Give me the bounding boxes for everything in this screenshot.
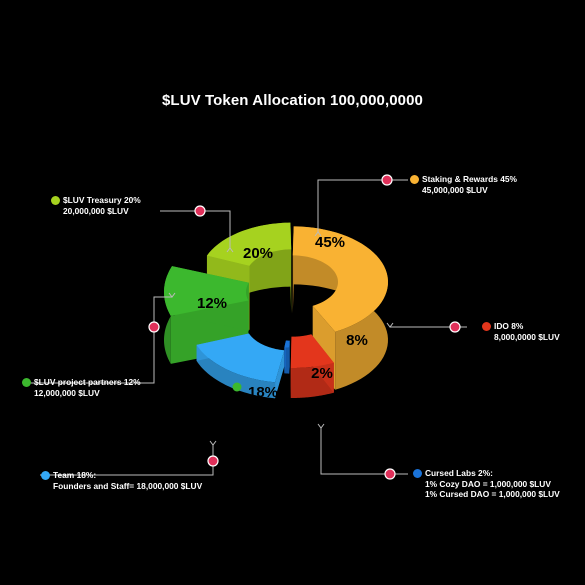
slice-label: 18% <box>248 384 278 401</box>
chart-title: $LUV Token Allocation 100,000,0000 <box>161 92 423 109</box>
legend-text: Founders and Staff= 18,000,000 $LUV <box>53 480 203 491</box>
slice-top <box>196 333 285 383</box>
slice-top <box>292 226 388 332</box>
slice-label: 2% <box>311 365 333 382</box>
legend-text: $LUV project partners 12% <box>34 377 141 387</box>
connector-marker <box>381 174 393 186</box>
connector-marker <box>194 205 206 217</box>
legend-text: 12,000,000 $LUV <box>34 387 100 398</box>
legend-text: Team 18%: <box>53 470 97 480</box>
legend-item-staking: Staking & Rewards 45% 45,000,000 $LUV <box>422 174 517 195</box>
legend-text: 45,000,000 $LUV <box>422 184 488 195</box>
slice-label: 12% <box>197 295 227 312</box>
connector-arrow <box>226 247 234 253</box>
connector-arrow <box>168 292 176 298</box>
pie-slice <box>284 340 290 374</box>
connector-marker <box>207 455 219 467</box>
pie-slice <box>290 334 334 398</box>
legend-swatch <box>413 469 422 478</box>
connector-marker <box>148 321 160 333</box>
connector-arrow <box>317 423 325 429</box>
legend-item-team: Team 18%: Founders and Staff= 18,000,000 … <box>53 470 202 491</box>
legend-swatch <box>482 322 491 331</box>
connector-arrow <box>386 322 394 328</box>
legend-swatch <box>22 378 31 387</box>
slice-wall <box>289 340 290 374</box>
connector-arrow <box>314 231 322 237</box>
slice-label: 8% <box>346 332 368 349</box>
legend-text: Staking & Rewards 45% <box>422 174 517 184</box>
connector-line <box>320 428 408 475</box>
pie-slice <box>196 333 285 399</box>
connector-arrow <box>209 440 217 446</box>
team-slice-marker <box>232 382 242 392</box>
legend-text: IDO 8% <box>494 321 524 331</box>
connector-marker <box>449 321 461 333</box>
legend-swatch <box>51 196 60 205</box>
slice-top <box>290 334 334 368</box>
legend-text: 1% Cozy DAO = 1,000,000 $LUV <box>425 478 551 489</box>
connector-marker <box>384 468 396 480</box>
connector-line <box>40 445 214 476</box>
slice-label: 20% <box>243 245 273 262</box>
slice-top <box>284 340 290 348</box>
slice-top <box>164 266 249 316</box>
legend-swatch <box>41 471 50 480</box>
slice-top <box>206 222 292 266</box>
legend-text: Cursed Labs 2%: <box>425 468 493 478</box>
legend-text: $LUV Treasury 20% <box>63 195 141 205</box>
legend-item-partners: $LUV project partners 12% 12,000,000 $LUV <box>34 377 141 398</box>
legend-swatch <box>410 175 419 184</box>
slice-side <box>196 344 276 399</box>
slice-label: 45% <box>315 234 345 251</box>
legend-item-ido: IDO 8% 8,000,0000 $LUV <box>494 321 560 342</box>
legend-text: 8,000,0000 $LUV <box>494 331 560 342</box>
legend-item-cursed-labs: Cursed Labs 2%: 1% Cozy DAO = 1,000,000 $… <box>425 468 560 500</box>
legend-text: 20,000,000 $LUV <box>63 205 129 216</box>
slice-wall <box>284 340 286 374</box>
connector-line <box>160 210 231 248</box>
legend-text: 1% Cursed DAO = 1,000,000 $LUV <box>425 489 560 499</box>
slice-wall <box>275 350 285 399</box>
connector-line <box>26 296 172 384</box>
legend-item-treasury: $LUV Treasury 20% 20,000,000 $LUV <box>63 195 141 216</box>
connector-line <box>317 179 408 232</box>
